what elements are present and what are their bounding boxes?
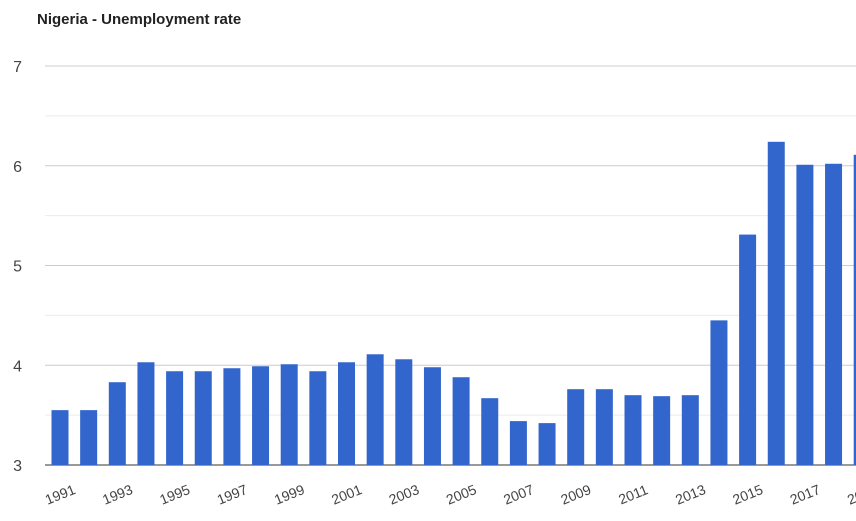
bar-1991 [51,410,69,465]
x-tick-label: 2011 [616,481,650,507]
bar-2013 [681,395,699,465]
x-tick-label: 2009 [558,481,593,508]
bar-2016 [767,141,785,465]
x-tick-label: 2005 [444,481,479,508]
bar-2006 [481,398,499,465]
bar-2003 [395,359,413,465]
bar-2007 [509,421,527,465]
bar-2008 [538,423,556,465]
x-tick-label: 1999 [272,481,307,508]
bar-2019 [853,154,856,465]
bars [51,141,856,465]
x-tick-label: 1995 [157,481,192,508]
bar-2001 [338,362,355,465]
bar-2002 [366,354,384,465]
bar-2014 [710,320,728,465]
bar-2005 [452,377,470,465]
x-tick-label: 1997 [215,481,250,508]
bar-1997 [223,368,241,465]
bar-1994 [137,362,155,465]
x-tick-label: 2017 [788,481,823,508]
x-axis-ticks: 1991 1993 1995 1997 1999 2001 2003 2005 2007 2009… [43,481,856,508]
bar-2017 [796,164,814,465]
bar-1996 [194,371,212,465]
y-tick-label: 6 [13,159,22,176]
y-tick-label: 3 [13,458,22,475]
bar-2009 [567,389,585,465]
gridlines [45,65,856,466]
bar-2011 [624,395,642,465]
x-tick-label: 2013 [673,481,708,508]
y-tick-label: 7 [13,59,22,76]
x-tick-label: 2015 [730,481,765,508]
bar-2010 [595,389,613,465]
y-axis-ticks: 3 4 5 6 7 [13,59,22,475]
bar-1998 [252,366,270,465]
bar-1992 [80,410,98,465]
x-tick-label: 2003 [386,481,421,508]
bar-1999 [280,364,298,465]
x-tick-label: 1993 [100,481,135,508]
chart-title: Nigeria - Unemployment rate [37,11,242,28]
bar-2018 [825,163,843,465]
bar-2015 [739,234,757,465]
x-tick-label: 2001 [329,481,364,508]
x-tick-label: 2007 [501,481,536,508]
bar-1993 [108,382,126,465]
y-tick-label: 4 [13,358,22,375]
bar-2000 [309,371,327,465]
bar-1995 [166,371,184,465]
bar-2012 [653,396,671,465]
x-tick-label: 1991 [43,481,78,508]
y-tick-label: 5 [13,259,22,276]
bar-2004 [423,367,441,465]
x-tick-label: 2019 [845,481,856,508]
